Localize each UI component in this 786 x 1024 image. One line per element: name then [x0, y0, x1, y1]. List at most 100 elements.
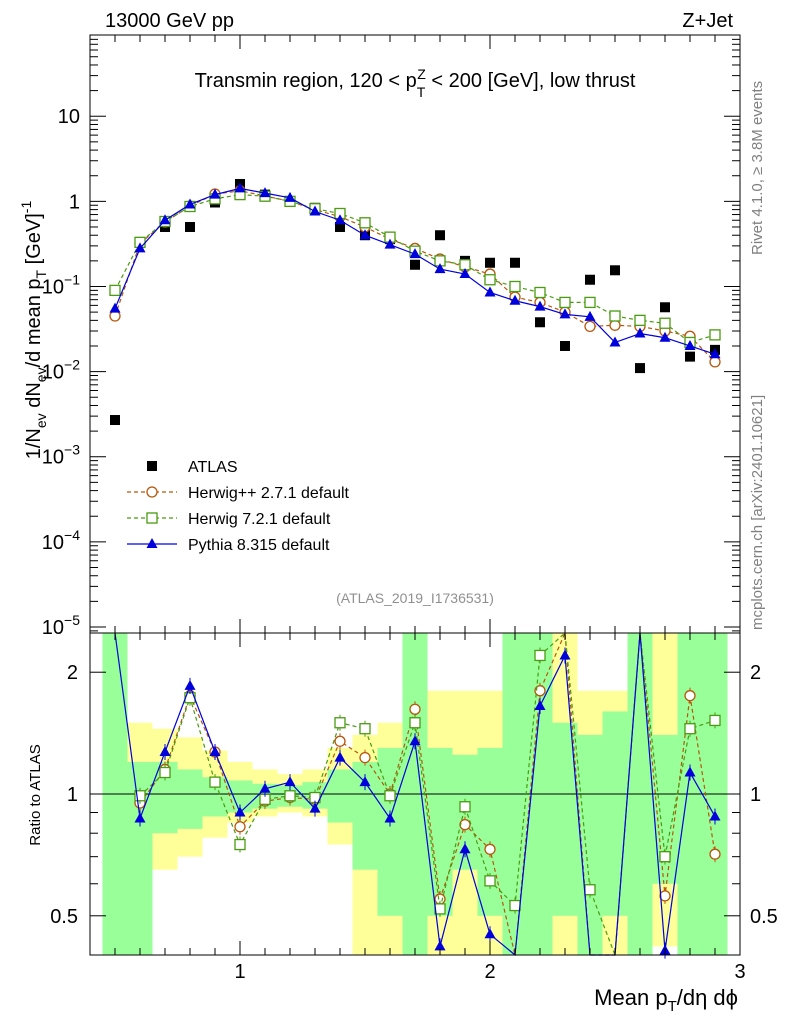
marker-pythia: [134, 242, 146, 253]
band-green: [552, 722, 578, 916]
marker-herwig7: [609, 310, 621, 322]
marker-herwigpp: [709, 848, 721, 860]
marker-pythia: [259, 782, 271, 793]
main-series-layer: [109, 178, 721, 426]
band-green: [327, 769, 353, 823]
title-pre: Transmin region, 120 < p: [195, 70, 417, 92]
main-y-axis-label: 1/Nev dNev/d mean pT [GeV]-1: [18, 201, 49, 460]
marker-pythia: [534, 700, 546, 711]
marker-herwigpp: [659, 890, 671, 902]
marker-pythia: [584, 310, 596, 321]
band-green: [602, 711, 628, 916]
main-y-tick-label: 10−4: [42, 527, 80, 554]
marker-pythia: [109, 302, 121, 313]
ratio-y-tick-label-right: 1: [750, 784, 761, 806]
main-y-tick-label: 10−3: [42, 442, 80, 469]
marker-herwig7: [634, 314, 646, 327]
header-left: 13000 GeV pp: [105, 10, 234, 32]
marker-atlas: [110, 415, 120, 426]
main-y-tick-label: 1: [69, 191, 80, 213]
marker-herwig7: [584, 884, 596, 896]
mcplots-site-label: mcplots.cern.ch [arXiv:2401.10621]: [749, 395, 766, 630]
marker-pythia: [384, 238, 396, 249]
marker-herwigpp: [709, 356, 721, 368]
axis-tick-labels: 1 2 3 10−5 10−4 10−3 10−2 10−1 1 10 0.5 0.5 1 1 2 2: [42, 106, 778, 983]
marker-herwigpp: [534, 685, 546, 697]
marker-pythia: [459, 268, 471, 279]
marker-pythia: [459, 843, 471, 854]
legend-item-herwig7: Herwig 7.2.1 default: [127, 511, 331, 528]
marker-herwigpp: [359, 751, 371, 764]
marker-pythia: [159, 746, 171, 757]
marker-pythia: [484, 286, 496, 297]
legend-item-pythia: Pythia 8.315 default: [127, 537, 330, 554]
legend-label-pythia: Pythia 8.315 default: [188, 537, 330, 554]
line-pythia: [114, 187, 716, 355]
marker-pythia: [534, 300, 546, 311]
marker-herwig7: [709, 714, 721, 727]
rivet-version-label: Rivet 4.1.0, ≥ 3.8M events: [749, 81, 766, 255]
series-herwigpp: [109, 185, 721, 368]
marker-atlas: [585, 274, 595, 285]
title-sup: Z: [417, 66, 426, 82]
marker-atlas: [635, 363, 645, 374]
ratio-y-tick-label-left: 1: [67, 784, 78, 806]
marker-herwig7: [409, 717, 421, 729]
marker-pythia: [234, 806, 246, 817]
marker-pythia: [634, 327, 646, 338]
marker-herwig7: [509, 280, 521, 293]
marker-atlas: [335, 221, 345, 232]
marker-pythia: [284, 191, 296, 202]
ratio-y-axis-label: Ratio to ATLAS: [27, 744, 44, 845]
marker-pythia: [284, 776, 296, 787]
marker-herwigpp: [334, 735, 346, 747]
main-y-tick-label: 10−5: [42, 612, 80, 639]
marker-pythia: [409, 248, 421, 259]
legend-label-herwig7: Herwig 7.2.1 default: [188, 511, 331, 528]
marker-herwig7: [559, 296, 571, 309]
marker-atlas: [485, 257, 495, 268]
band-green: [477, 747, 503, 916]
marker-herwigpp: [584, 320, 596, 333]
marker-pythia: [659, 331, 671, 342]
marker-herwig7: [334, 717, 346, 729]
marker-pythia: [409, 735, 421, 746]
axis-ticks: [89, 34, 741, 956]
marker-herwigpp: [459, 818, 471, 831]
x-tick-label: 3: [734, 961, 745, 983]
legend-label-herwigpp: Herwig++ 2.7.1 default: [188, 485, 350, 502]
marker-pythia: [134, 812, 146, 823]
marker-pythia: [684, 766, 696, 777]
marker-pythia: [709, 810, 721, 821]
marker-atlas: [147, 461, 157, 471]
marker-herwig7: [534, 286, 546, 299]
marker-pythia: [209, 188, 221, 199]
ratio-y-tick-label-left: 2: [67, 662, 78, 684]
title-post: < 200 [GeV], low thrust: [426, 70, 636, 92]
marker-pythia: [146, 538, 158, 548]
band-green: [177, 769, 203, 829]
marker-herwig7: [159, 766, 171, 779]
marker-pythia: [709, 348, 721, 359]
x-tick-label: 1: [234, 961, 245, 983]
marker-pythia: [684, 339, 696, 350]
marker-herwig7: [709, 329, 721, 341]
marker-herwig7: [534, 649, 546, 662]
marker-herwig7: [509, 899, 521, 912]
marker-pythia: [159, 214, 171, 225]
marker-herwig7: [684, 723, 696, 735]
marker-pythia: [234, 182, 246, 193]
ratio-y-tick-label-right: 0.5: [750, 906, 778, 928]
legend-label-atlas: ATLAS: [188, 459, 238, 476]
marker-herwigpp: [146, 486, 158, 498]
ratio-y-tick-label-right: 2: [750, 662, 761, 684]
marker-atlas: [410, 259, 420, 270]
marker-herwig7: [284, 790, 296, 802]
marker-herwigpp: [484, 843, 496, 855]
marker-pythia: [484, 928, 496, 939]
marker-herwig7: [359, 217, 371, 229]
marker-herwigpp: [409, 703, 421, 715]
marker-herwig7: [109, 284, 121, 297]
marker-atlas: [510, 257, 520, 268]
